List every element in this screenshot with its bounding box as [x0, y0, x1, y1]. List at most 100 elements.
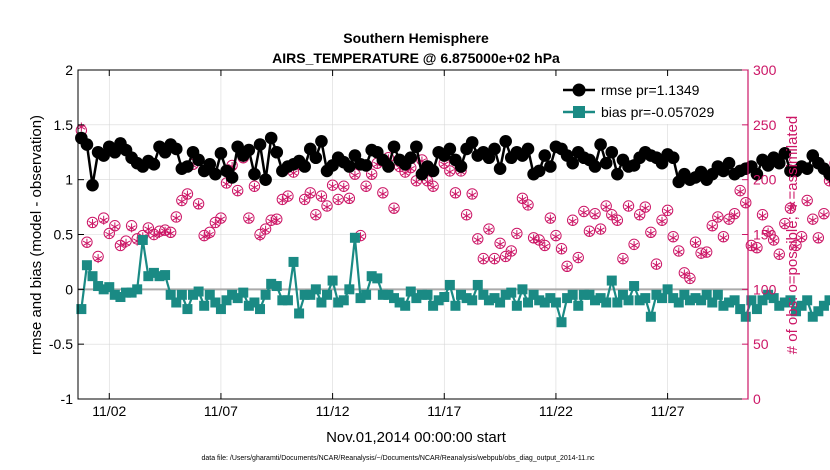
- obs-assimilated-point: [233, 187, 242, 197]
- obs-assimilated-point: [317, 192, 326, 202]
- bias-point: [746, 295, 757, 306]
- bias-point: [483, 295, 494, 306]
- obs-assimilated-point: [629, 240, 639, 250]
- obs-assimilated-point: [367, 170, 376, 180]
- rmse-point: [169, 142, 183, 156]
- obs-assimilated-point: [562, 262, 572, 272]
- bias-point: [366, 271, 377, 282]
- obs-assimilated-point: [579, 208, 588, 218]
- obs-assimilated-point: [680, 269, 689, 279]
- bias-point: [338, 295, 349, 306]
- rmse-point: [410, 140, 423, 154]
- obs-assimilated-point: [495, 239, 505, 249]
- legend: rmse pr=1.1349 bias pr=-0.057029: [555, 76, 741, 124]
- bias-point: [121, 287, 132, 298]
- obs-assimilated-point: [183, 190, 192, 200]
- obs-assimilated-point: [334, 196, 343, 205]
- rmse-point: [778, 147, 792, 160]
- obs-assimilated-point: [172, 213, 181, 223]
- rmse-point: [465, 136, 479, 149]
- bias-point: [316, 297, 327, 308]
- rmse-point: [203, 158, 217, 171]
- bias-point: [506, 287, 517, 298]
- bias-point: [612, 297, 623, 308]
- legend-box: [555, 76, 741, 124]
- obs-assimilated-point: [557, 245, 566, 255]
- bias-point: [735, 304, 746, 315]
- bias-point: [143, 271, 154, 282]
- bias-point: [87, 271, 98, 282]
- obs-assimilated-point: [250, 182, 259, 192]
- rmse-point: [605, 145, 619, 159]
- obs-assimilated-point: [607, 211, 616, 221]
- x-tick-label-5: 11/27: [651, 403, 685, 419]
- rmse-point: [192, 153, 205, 167]
- bias-point: [712, 289, 723, 300]
- obs-assimilated-point: [719, 233, 728, 243]
- bias-point: [791, 306, 802, 317]
- bias-point: [511, 300, 522, 311]
- rmse-point: [382, 160, 395, 173]
- bias-point: [98, 284, 109, 295]
- rmse-point: [666, 151, 680, 165]
- bias-point: [389, 293, 400, 304]
- bias-point: [249, 297, 260, 308]
- rmse-point: [387, 140, 401, 154]
- chart-subtitle: AIRS_TEMPERATURE @ 6.875000e+02 hPa: [272, 50, 560, 66]
- bias-point: [517, 284, 528, 295]
- bias-point: [115, 292, 126, 303]
- bias-point: [349, 232, 360, 243]
- obs-assimilated-point: [350, 170, 360, 180]
- obs-assimilated-point: [507, 247, 516, 257]
- bias-point: [148, 267, 159, 278]
- obs-assimilated-point: [484, 225, 494, 235]
- x-tick-label-4: 11/22: [539, 403, 573, 419]
- bias-point: [383, 289, 394, 300]
- y-right-tick-label-6: 0: [753, 391, 761, 407]
- obs-assimilated-point: [116, 240, 125, 250]
- bias-point: [221, 295, 232, 306]
- rmse-point: [532, 164, 546, 178]
- bias-point: [154, 271, 165, 282]
- rmse-point: [588, 160, 602, 173]
- bias-point: [255, 304, 266, 315]
- rmse-point: [264, 131, 278, 145]
- obs-assimilated-point: [306, 189, 315, 199]
- obs-assimilated-point: [490, 255, 499, 265]
- obs-assimilated-point: [736, 187, 745, 197]
- bias-point: [227, 289, 238, 300]
- obs-assimilated-point: [786, 204, 795, 214]
- bias-point: [444, 279, 455, 290]
- bias-point: [176, 289, 187, 300]
- bias-point: [355, 293, 366, 304]
- obs-assimilated-point: [311, 211, 320, 221]
- obs-assimilated-point: [200, 232, 209, 242]
- obs-assimilated-point: [328, 181, 337, 191]
- bias-point: [215, 304, 226, 315]
- obs-assimilated-point: [473, 235, 482, 245]
- obs-assimilated-point: [451, 189, 460, 199]
- rmse-point: [315, 134, 328, 148]
- obs-assimilated-point: [803, 197, 812, 207]
- obs-assimilated-point: [110, 222, 119, 232]
- bias-point: [428, 300, 439, 311]
- y-left-tick-label-5: -0.5: [49, 336, 73, 352]
- bias-point: [824, 295, 830, 306]
- obs-assimilated-point: [518, 194, 527, 204]
- bias-point: [651, 289, 662, 300]
- obs-assimilated-point: [568, 216, 577, 226]
- obs-assimilated-point: [339, 182, 348, 192]
- bias-point: [305, 289, 316, 300]
- bias-point: [411, 293, 422, 304]
- bias-point: [500, 289, 511, 300]
- bias-point: [813, 306, 824, 317]
- obs-assimilated-point: [674, 247, 683, 257]
- bias-point: [763, 289, 774, 300]
- rmse-point: [594, 138, 607, 151]
- bias-point: [724, 297, 735, 308]
- bias-point: [528, 289, 539, 300]
- obs-assimilated-point: [775, 250, 784, 260]
- rmse-point: [253, 138, 267, 151]
- obs-assimilated-point: [652, 260, 661, 270]
- rmse-point: [86, 178, 99, 192]
